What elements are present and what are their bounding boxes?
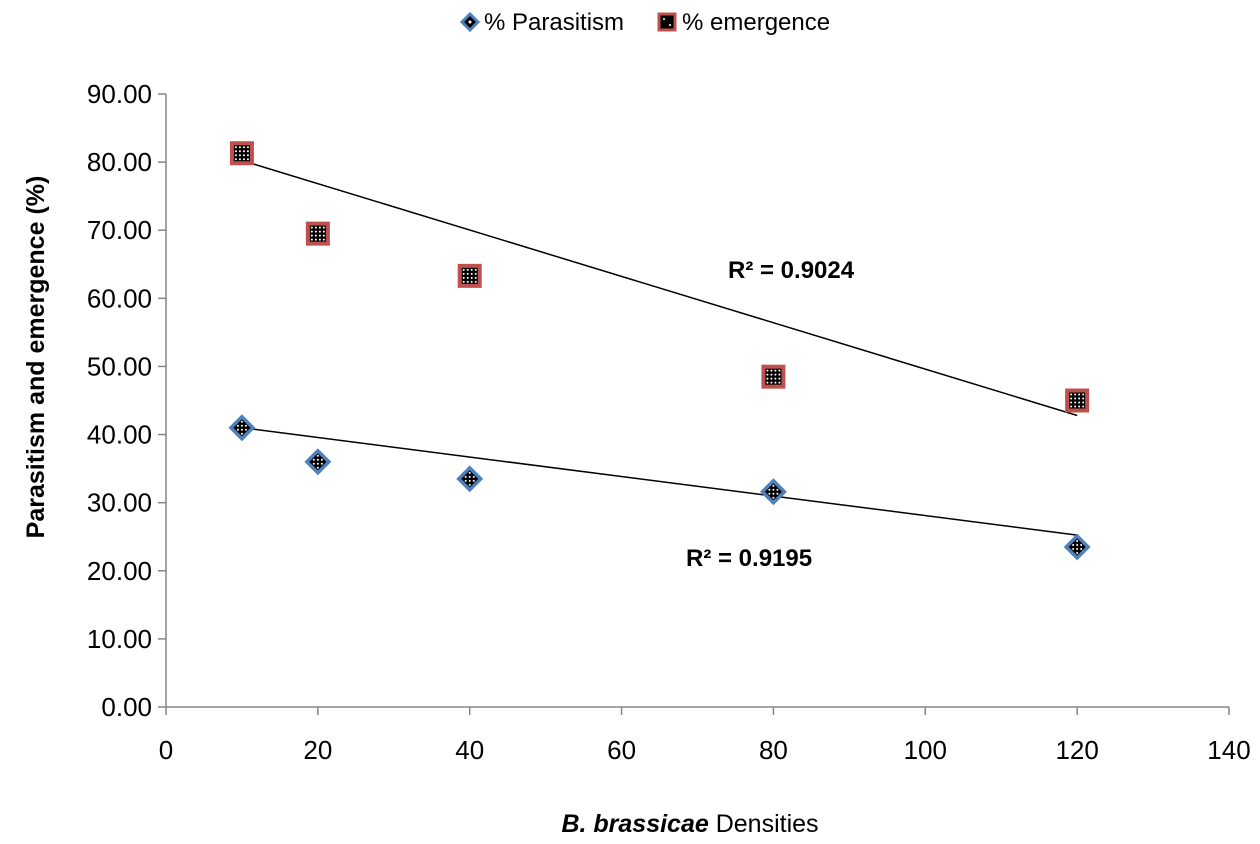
legend-square-marker [657,12,677,32]
x-tick-label: 80 [759,735,788,765]
legend-marker-parasitism [459,11,481,33]
legend-label-parasitism: % Parasitism [484,9,624,36]
r-squared-label-emergence: R² = 0.9024 [728,257,855,284]
data-point-emergence [457,263,482,288]
y-tick-label: 0.00 [101,692,152,722]
y-tick-label: 50.00 [87,351,152,381]
data-point-parasitism [1063,533,1091,561]
data-point-emergence [229,141,254,166]
y-tick-labels: 0.00 10.00 20.00 30.00 40.00 50.00 60.00 70.00 8… [87,79,152,722]
legend: % Parasitism % emergence [459,9,830,36]
x-tick-label: 140 [1207,735,1250,765]
data-points [228,141,1091,561]
legend-item-parasitism: % Parasitism [459,9,624,36]
y-tick-label: 30.00 [87,488,152,518]
x-tick-label: 0 [159,735,173,765]
y-tick-label: 90.00 [87,79,152,109]
y-tick-label: 60.00 [87,283,152,313]
data-point-parasitism [456,465,484,493]
x-tick-label: 100 [904,735,947,765]
x-tick-label: 40 [455,735,484,765]
x-axis-title-rest: Densities [709,810,819,838]
r-squared-label-parasitism: R² = 0.9195 [686,545,812,572]
x-axis-title-italic: B. brassicae [561,810,708,838]
y-tick-label: 20.00 [87,556,152,586]
trendline-emergence [241,159,1078,417]
x-tick-labels: 0 20 40 60 80 100 120 140 [159,735,1251,765]
y-tick-label: 40.00 [87,420,152,450]
y-tick-label: 80.00 [87,147,152,177]
trendline-parasitism [241,427,1078,536]
y-axis-title: Parasitism and emergence (%) [22,176,50,539]
y-tick-label: 70.00 [87,215,152,245]
x-tick-label: 20 [303,735,332,765]
x-axis-title: B. brassicae Densities [561,810,818,838]
data-point-parasitism [228,414,256,442]
data-point-emergence [761,364,786,389]
x-tick-label: 120 [1055,735,1098,765]
data-point-parasitism [759,478,787,506]
legend-marker-emergence [657,12,677,32]
x-tick-label: 60 [607,735,636,765]
legend-item-emergence: % emergence [657,9,830,36]
trendlines [241,159,1078,536]
axes [158,93,1230,715]
legend-label-emergence: % emergence [682,9,830,36]
data-point-parasitism [304,448,332,476]
data-point-emergence [305,221,330,246]
y-tick-label: 10.00 [87,624,152,654]
data-point-emergence [1065,388,1090,413]
